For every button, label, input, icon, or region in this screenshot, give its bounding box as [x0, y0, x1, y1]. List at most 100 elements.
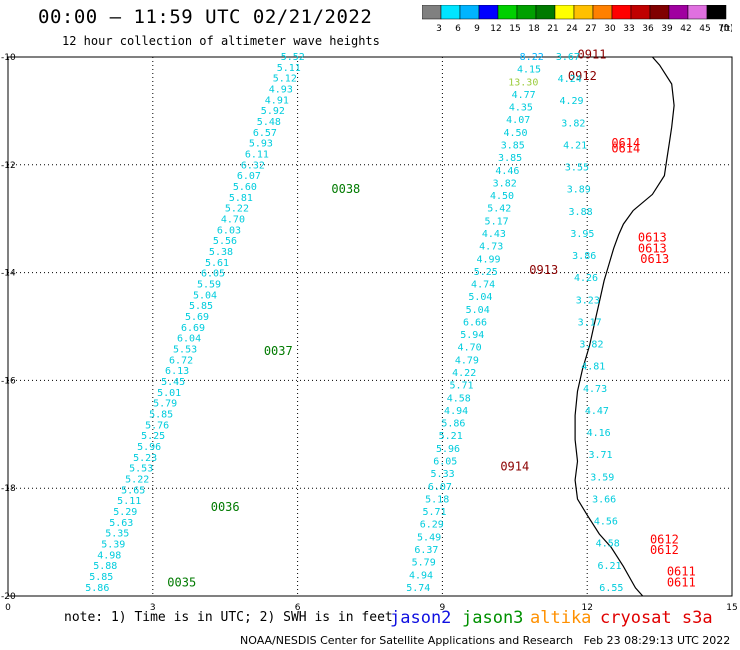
x-tick-label: 6	[295, 603, 301, 610]
wave-height-value: 4.26	[574, 273, 598, 284]
pass-time-label: 0614	[611, 142, 640, 156]
wave-height-value: 3.66	[592, 494, 616, 505]
wave-height-value: 4.94	[409, 570, 433, 581]
wave-height-value: 5.71	[422, 507, 446, 518]
wave-height-value: 4.29	[559, 96, 583, 107]
wave-height-value: 6.37	[414, 545, 438, 556]
wave-height-value: 4.46	[495, 166, 519, 177]
wave-height-value: 4.73	[479, 242, 503, 253]
legend-label: 6	[455, 24, 461, 34]
wave-height-value: 4.15	[517, 65, 541, 76]
pass-time-label: 0612	[650, 532, 679, 546]
wave-height-value: 3.59	[590, 472, 614, 483]
wave-height-value: 4.93	[269, 85, 293, 96]
wave-height-value: 5.01	[157, 388, 181, 399]
wave-height-value: 5.29	[113, 507, 137, 518]
wave-height-value: 4.07	[506, 115, 530, 126]
wave-height-value: 5.69	[185, 312, 209, 323]
x-tick-label: 9	[440, 603, 446, 610]
wave-height-value: 5.35	[105, 529, 129, 540]
wave-height-value: 5.94	[460, 330, 484, 341]
wave-height-value: 4.24	[558, 74, 582, 85]
x-tick-label: 0	[5, 603, 11, 610]
x-tick-label: 15	[726, 603, 737, 610]
wave-height-value: 3.71	[588, 450, 612, 461]
wave-height-value: 3.67	[556, 52, 580, 63]
wave-height-value: 5.86	[441, 419, 465, 430]
wave-height-value: 13.30	[508, 77, 538, 88]
pass-time-label: 0611	[667, 565, 696, 579]
wave-height-value: 5.76	[145, 420, 169, 431]
wave-height-value: 5.74	[406, 583, 430, 594]
wave-height-value: 6.57	[253, 128, 277, 139]
page-title: 00:00 – 11:59 UTC 02/21/2022	[38, 6, 373, 28]
wave-height-value: 6.05	[201, 269, 225, 280]
wave-height-value: 4.56	[594, 517, 618, 528]
pass-time-label: 0913	[529, 263, 558, 277]
wave-height-value: 5.65	[121, 485, 145, 496]
legend-label: 3	[436, 24, 442, 34]
wave-height-value: 6.72	[169, 355, 193, 366]
wave-height-value: 3.82	[493, 178, 517, 189]
wave-height-value: 5.61	[205, 258, 229, 269]
wave-height-value: 6.32	[241, 160, 265, 171]
wave-height-value: 5.11	[277, 63, 301, 74]
pass-time-label: 0611	[667, 576, 696, 590]
x-tick-label: 12	[581, 603, 592, 610]
wave-height-value: 5.25	[141, 431, 165, 442]
wave-height-value: 5.42	[487, 204, 511, 215]
wave-height-value: 5.45	[161, 377, 185, 388]
wave-height-value: 4.70	[458, 343, 482, 354]
wave-height-value: 5.96	[137, 442, 161, 453]
wave-height-value: 5.53	[129, 464, 153, 475]
wave-height-value: 6.05	[433, 457, 457, 468]
y-tick-label: -10	[1, 53, 16, 63]
page-subtitle: 12 hour collection of altimeter wave hei…	[62, 34, 380, 48]
y-tick-label: -12	[1, 161, 16, 171]
pass-time-label: 0038	[331, 182, 360, 196]
pass-time-label: 0612	[650, 543, 679, 557]
satellite-label: jason3	[462, 608, 524, 628]
wave-height-value: 3.55	[565, 163, 589, 174]
wave-height-value: 6.07	[428, 482, 452, 493]
wave-height-value: 3.95	[570, 229, 594, 240]
pass-time-label: 0037	[264, 344, 293, 358]
wave-height-value: 6.13	[165, 366, 189, 377]
wave-height-value: 5.11	[117, 496, 141, 507]
wave-height-value: 5.56	[213, 236, 237, 247]
wave-height-value: 3.85	[501, 140, 525, 151]
wave-height-value: 5.93	[249, 139, 273, 150]
wave-height-value: 4.79	[455, 355, 479, 366]
wave-height-value: 5.63	[109, 518, 133, 529]
wave-height-value: 5.25	[474, 267, 498, 278]
pass-time-label: 0613	[638, 241, 667, 255]
wave-height-value: 4.94	[444, 406, 468, 417]
coastline	[574, 56, 675, 597]
legend-label: 27	[585, 24, 596, 34]
legend-label: 45	[699, 24, 710, 34]
x-tick-label: 3	[150, 603, 156, 610]
wave-height-value: 5.59	[197, 280, 221, 291]
wave-height-value: 5.12	[273, 74, 297, 85]
wave-height-value: 3.88	[569, 207, 593, 218]
wave-height-value: 4.81	[581, 362, 605, 373]
wave-height-value: 6.21	[597, 561, 621, 572]
wave-height-value: 5.86	[85, 583, 109, 594]
wave-height-value: 6.29	[420, 520, 444, 531]
wave-height-value: 4.50	[503, 128, 527, 139]
wave-height-value: 5.17	[485, 216, 509, 227]
wave-height-value: 6.03	[217, 225, 241, 236]
wave-height-value: 4.70	[221, 215, 245, 226]
wave-height-value: 5.49	[417, 532, 441, 543]
pass-time-label: 0613	[640, 252, 669, 266]
wave-height-value: 4.74	[471, 280, 495, 291]
satellite-label: cryosat s3a	[600, 608, 713, 628]
wave-height-value: 4.43	[482, 229, 506, 240]
wave-height-value: 5.85	[149, 410, 173, 421]
legend-label: 24	[566, 24, 578, 34]
wave-height-value: 5.96	[436, 444, 460, 455]
wave-height-value: 3.82	[579, 340, 603, 351]
wave-height-value: 5.33	[431, 469, 455, 480]
wave-height-value: 6.66	[463, 317, 487, 328]
